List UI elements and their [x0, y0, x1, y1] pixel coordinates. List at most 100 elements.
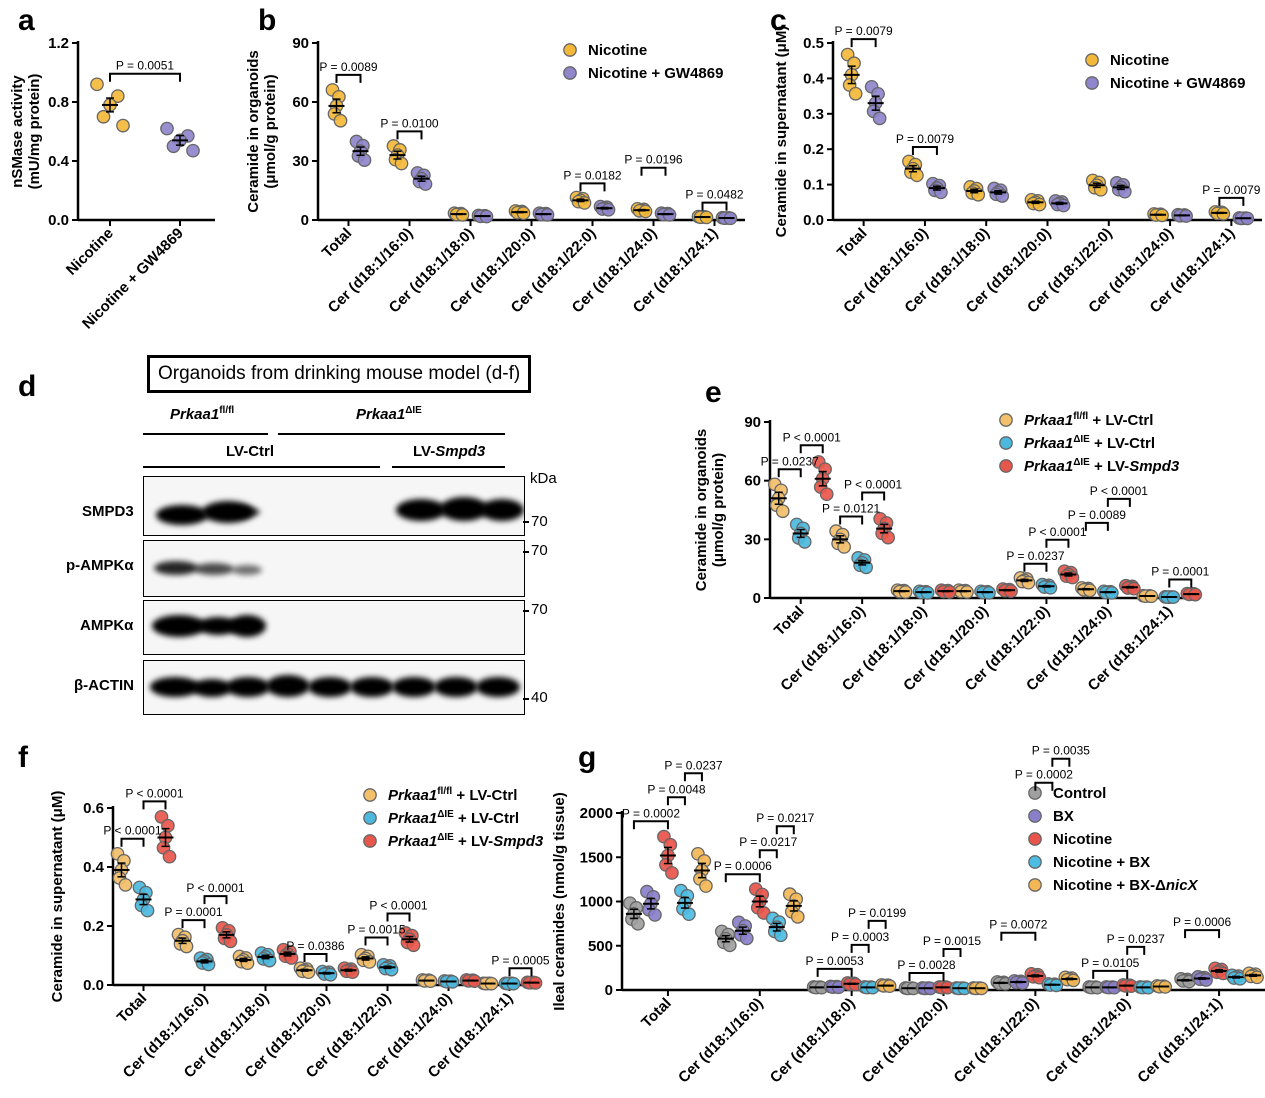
legend-label-part: Control: [1053, 785, 1106, 802]
significance-bracket: [1051, 757, 1071, 767]
p-value-label: P = 0.0079: [835, 24, 893, 38]
band: [476, 677, 520, 697]
legend-label: Prkaa1ΔIE + LV-Ctrl: [388, 809, 519, 827]
panel-label-a: a: [18, 4, 35, 37]
legend-marker: [1085, 53, 1099, 67]
significance-bracket: [386, 912, 411, 922]
y-axis-label: Ileal ceramides (nmol/g tissue): [551, 792, 568, 1010]
significance-bracket: [724, 873, 761, 883]
legend-label-part: fl/fl: [437, 786, 452, 797]
y-tick-label: 2000: [580, 805, 613, 822]
y-tick-label: 1000: [580, 894, 613, 911]
y-axis-label: Ceramide in supernatant (μM): [773, 26, 790, 238]
gene-name: Smpd3: [435, 443, 486, 460]
legend-label: Control: [1053, 785, 1106, 802]
x-tick-label: Nicotine: [63, 225, 117, 279]
p-value-label: P = 0.0089: [1068, 508, 1126, 522]
marker-tick: [523, 551, 529, 553]
y-tick-label: 0.1: [803, 177, 824, 194]
row-label-p-ampk: p-AMPKα: [66, 557, 134, 574]
significance-bracket: [203, 895, 228, 905]
blot-p-ampk: [143, 540, 525, 597]
significance-bracket: [303, 953, 328, 963]
band: [266, 675, 310, 697]
data-point: [186, 143, 200, 158]
y-tick-label: 1.2: [48, 35, 69, 52]
data-point: [699, 879, 713, 893]
legend-marker: [999, 459, 1013, 473]
y-axis-label: Ceramide in organoids: [693, 429, 710, 592]
data-point: [819, 487, 834, 502]
y-tick-label: 0.0: [803, 212, 824, 229]
legend-marker: [1028, 809, 1042, 823]
p-value-label: P = 0.0105: [1081, 956, 1139, 970]
band: [308, 677, 352, 697]
significance-bracket: [1106, 497, 1131, 507]
data-point: [1250, 970, 1264, 985]
significance-bracket: [861, 491, 886, 501]
x-tick-label: Total: [638, 995, 675, 1032]
p-value-label: P = 0.0196: [624, 153, 682, 167]
marker-tick: [523, 698, 529, 700]
data-point: [837, 540, 851, 554]
band: [194, 563, 234, 575]
significance-bracket: [1023, 562, 1048, 572]
data-point: [90, 77, 104, 92]
significance-bracket: [799, 444, 824, 454]
legend-label: Prkaa1ΔIE + LV-Ctrl: [1024, 434, 1155, 452]
divider: [392, 466, 505, 468]
significance-bracket: [364, 936, 389, 946]
data-point: [682, 907, 696, 922]
y-tick-label: 500: [588, 938, 613, 955]
p-value-label: P < 0.0001: [844, 478, 902, 492]
p-value-label: P = 0.0237: [664, 758, 722, 772]
marker-tick: [523, 610, 529, 612]
legend-label-part: Nicotine + BX: [1053, 854, 1150, 871]
y-tick-label: 0: [605, 982, 613, 999]
legend-marker: [563, 66, 577, 80]
legend-label-part: Prkaa1: [388, 787, 437, 804]
band: [392, 677, 436, 697]
data-point: [1021, 575, 1036, 590]
data-point: [160, 121, 174, 136]
legend-label-part: ΔIE: [437, 832, 454, 843]
genotype-flfl-label: Prkaa1fl/fl: [170, 405, 234, 423]
y-tick-label: 0.4: [48, 153, 70, 170]
legend-label-part: Prkaa1: [1024, 458, 1073, 475]
x-tick-label: Total: [834, 225, 871, 262]
data-point: [1032, 197, 1047, 212]
significance-bracket: [632, 820, 669, 830]
legend-label-part: fl/fl: [1073, 411, 1088, 422]
data-point: [384, 962, 399, 977]
band: [202, 501, 254, 523]
band: [156, 505, 208, 525]
data-point: [116, 118, 130, 133]
y-tick-label: 0: [301, 212, 309, 229]
legend-label-part: + LV-Ctrl: [452, 787, 517, 804]
band: [350, 677, 394, 697]
p-value-label: P < 0.0001: [1028, 525, 1086, 539]
band: [396, 499, 446, 521]
blot-title-box: Organoids from drinking mouse model (d-f…: [147, 355, 532, 393]
panel-label-b: b: [258, 4, 276, 37]
band: [226, 677, 270, 697]
y-tick-label: 0.8: [48, 94, 69, 111]
p-value-label: P = 0.0003: [831, 930, 889, 944]
x-tick-label: Cer (d18:1/24:1): [1134, 995, 1226, 1087]
data-point: [166, 139, 181, 154]
y-axis-label: (μmol/g protein): [262, 74, 279, 188]
legend-label-part: Nicotine + BX-Δ: [1053, 877, 1166, 894]
p-value-label: P = 0.0217: [756, 811, 814, 825]
genotype-sup: fl/fl: [219, 405, 235, 416]
p-value-label: P = 0.0028: [897, 958, 955, 972]
divider: [143, 433, 268, 435]
legend-marker: [999, 436, 1013, 450]
p-value-label: P = 0.0035: [1032, 744, 1090, 758]
significance-bracket: [181, 919, 206, 929]
p-value-label: P = 0.0386: [286, 939, 344, 953]
data-point: [333, 113, 348, 128]
p-value-label: P = 0.0199: [848, 906, 906, 920]
legend-label-part: Nicotine: [1110, 52, 1169, 69]
significance-bracket: [1045, 538, 1070, 548]
data-point: [1066, 973, 1081, 988]
